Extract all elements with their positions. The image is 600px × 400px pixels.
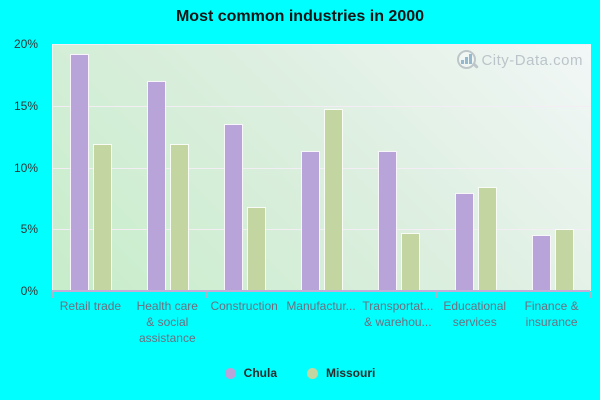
bar-missouri — [554, 229, 574, 291]
y-tick-label: 5% — [20, 222, 38, 237]
bar-missouri — [324, 109, 343, 291]
bar-series-container — [53, 44, 591, 291]
x-axis-category-label: Finance & insurance — [524, 299, 579, 329]
category-slot — [207, 44, 284, 291]
legend-swatch-icon — [307, 367, 318, 379]
x-axis-ticks — [52, 292, 591, 298]
bar-missouri — [93, 144, 113, 291]
y-tick-label: 20% — [13, 37, 38, 51]
x-axis-category-label: Educational services — [443, 299, 507, 329]
bar-chula — [224, 124, 244, 291]
axis-tick — [590, 292, 591, 298]
category-slot — [437, 44, 514, 291]
legend-item-missouri: Missouri — [307, 366, 375, 380]
legend-swatch-icon — [224, 367, 236, 379]
y-axis-labels: 20% 15% 10% 5% 0% — [0, 37, 38, 298]
x-axis-category-label: Transportat... & warehou... — [362, 299, 434, 329]
bar-chula — [377, 151, 397, 291]
axis-tick — [359, 292, 361, 298]
bar-missouri — [477, 187, 497, 291]
x-axis-category-label: Retail trade — [59, 299, 122, 313]
x-axis-category-label: Construction — [210, 299, 278, 313]
axis-tick — [282, 292, 284, 298]
legend-label: Missouri — [326, 366, 376, 380]
chart-title: Most common industries in 2000 — [175, 8, 425, 25]
legend-label: Chula — [243, 366, 277, 380]
x-axis-labels: Retail trade Health care & social assistanc… — [52, 298, 590, 346]
bar-chula — [301, 151, 320, 291]
category-slot — [360, 44, 437, 291]
y-tick-label: 15% — [13, 98, 38, 113]
bar-chula — [147, 81, 167, 291]
axis-tick — [436, 292, 438, 298]
watermark: City-Data.com — [457, 50, 583, 71]
x-axis-line — [52, 290, 590, 292]
axis-tick — [205, 292, 207, 298]
x-axis-category-label: Health care & social assistance — [136, 299, 198, 345]
category-slot — [130, 44, 207, 291]
gridline-5 — [53, 229, 591, 231]
legend: Chula Missouri — [0, 366, 600, 380]
legend-item-chula: Chula — [224, 366, 277, 380]
y-tick-label: 0% — [20, 284, 38, 298]
axis-tick — [52, 292, 53, 298]
magnifier-chart-icon — [457, 50, 480, 71]
bar-missouri — [170, 144, 190, 291]
bar-chula — [531, 235, 551, 291]
axis-tick — [128, 292, 130, 298]
bar-missouri — [247, 207, 267, 291]
category-slot — [284, 44, 361, 291]
axis-tick — [513, 292, 515, 298]
gridline-15 — [53, 105, 591, 107]
watermark-text: City-Data.com — [481, 52, 583, 69]
y-tick-label: 10% — [13, 160, 38, 175]
bar-chula — [454, 193, 474, 291]
bar-missouri — [400, 232, 420, 291]
gridline-10 — [53, 167, 591, 169]
x-axis-category-label: Manufactur... — [286, 299, 356, 313]
plot-area: City-Data.com — [52, 44, 591, 291]
gridline-20 — [53, 44, 591, 45]
category-slot — [53, 44, 130, 291]
category-slot — [514, 44, 591, 291]
bar-chula — [70, 53, 90, 291]
